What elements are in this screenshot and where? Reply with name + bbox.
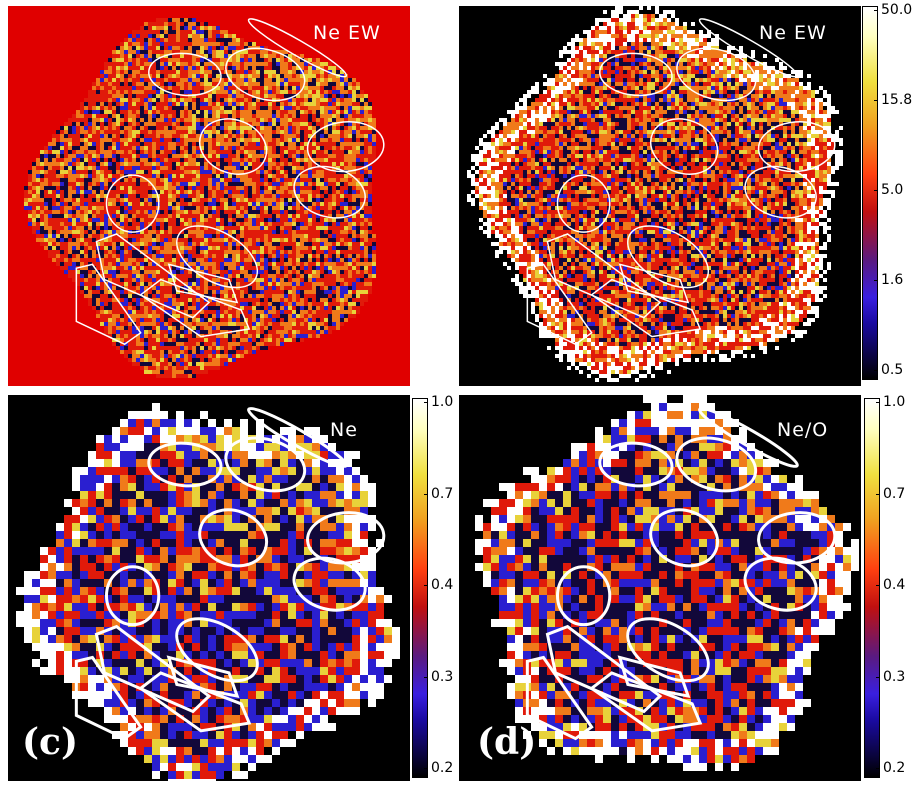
region-ellipse — [306, 511, 386, 565]
region-ellipse — [147, 441, 223, 488]
ne-ew-image-b — [459, 6, 861, 386]
region-polygon — [139, 278, 251, 338]
ne-image — [8, 395, 410, 781]
region-ellipse — [105, 174, 160, 233]
region-ellipse — [148, 52, 222, 97]
region-ellipse — [743, 556, 818, 612]
colorbar-tick-label: 0.2 — [883, 760, 906, 776]
region-outlines — [74, 407, 386, 741]
panel-b-ne-ew-map: Ne EW — [459, 6, 861, 386]
colorbar-tick-mark — [424, 493, 428, 495]
region-outlines — [75, 18, 385, 346]
region-polygon — [74, 655, 143, 741]
colorbar-tick-mark — [874, 190, 878, 191]
colorbar-tick-mark — [874, 280, 878, 281]
region-outlines — [525, 407, 837, 741]
colorbar-tick-mark — [876, 402, 880, 403]
region-polygon — [545, 624, 663, 714]
region-ellipse — [744, 165, 817, 219]
region-ellipse — [757, 121, 836, 173]
colorbar-tick-mark — [874, 100, 878, 101]
colorbar-tick-mark — [876, 676, 880, 678]
region-ellipse — [176, 225, 259, 289]
colorbar-tick-label: 0.5 — [881, 362, 904, 378]
colorbar-tick-mark — [874, 370, 878, 371]
region-ellipse — [676, 47, 757, 102]
region-polygon — [75, 263, 142, 346]
colorbar-tick-mark — [876, 768, 880, 769]
colorbar-tick-label: 0.3 — [431, 668, 454, 685]
region-ellipse — [599, 52, 673, 97]
colorbar-tick-label: 0.7 — [883, 485, 906, 502]
region-ellipse — [626, 617, 710, 683]
region-polygon — [95, 233, 211, 319]
colorbar-tick-mark — [424, 585, 428, 586]
panel-c-letter: (c) — [22, 721, 78, 763]
region-ellipse — [698, 18, 799, 78]
region-ellipse — [224, 436, 307, 493]
ne-ew-image-a — [8, 6, 410, 386]
region-ellipse — [292, 556, 367, 612]
panel-c-ne-map: Ne (c) — [8, 395, 410, 781]
region-ellipse — [698, 407, 799, 468]
colorbar-tick-label: 0.3 — [883, 668, 906, 685]
ne-o-image — [459, 395, 861, 781]
region-ellipse — [757, 511, 837, 565]
panel-c-label: Ne — [330, 419, 358, 441]
region-polygon — [138, 671, 252, 733]
region-ellipse — [225, 47, 306, 102]
region-outlines — [526, 18, 836, 346]
region-polygon — [617, 655, 691, 699]
region-ellipse — [247, 18, 348, 78]
colorbar-tick-mark — [424, 676, 428, 678]
panel-a-ne-ew-map: Ne EW — [8, 6, 410, 386]
region-ellipse — [247, 407, 348, 468]
region-polygon — [546, 233, 662, 319]
region-ellipse — [293, 165, 366, 219]
region-polygon — [525, 655, 594, 741]
region-ellipse — [556, 174, 611, 233]
panel-d-label: Ne/O — [777, 419, 829, 441]
region-ellipse — [198, 508, 269, 568]
region-ellipse — [555, 565, 612, 627]
region-ellipse — [649, 118, 719, 175]
colorbar-tick-label: 1.6 — [881, 272, 904, 288]
colorbar-tick-label: 0.7 — [431, 485, 454, 502]
panel-b-label: Ne EW — [759, 22, 827, 44]
colorbar-tick-label: 50.0 — [881, 2, 913, 18]
colorbar-tick-mark — [424, 402, 428, 403]
region-ellipse — [104, 565, 161, 627]
colorbar-tick-mark — [424, 768, 428, 769]
panel-d-letter: (d) — [477, 721, 537, 763]
region-polygon — [589, 671, 703, 733]
region-polygon — [94, 624, 212, 714]
region-polygon — [590, 278, 702, 338]
colorbar-tick-label: 0.2 — [431, 760, 454, 776]
colorbar-tick-label: 0.4 — [431, 577, 454, 593]
colorbar-tick-label: 15.8 — [881, 92, 913, 108]
region-polygon — [618, 263, 690, 304]
region-polygon — [167, 263, 239, 304]
colorbar-tick-mark — [876, 493, 880, 495]
region-polygon — [526, 263, 593, 346]
colorbar-tick-mark — [874, 10, 878, 11]
panel-a-label: Ne EW — [313, 22, 381, 44]
region-ellipse — [198, 118, 268, 175]
colorbar-ne — [412, 398, 428, 778]
colorbar-tick-label: 1.0 — [431, 394, 454, 410]
region-ellipse — [649, 508, 720, 568]
colorbar-ne-o — [864, 398, 880, 778]
region-ellipse — [627, 225, 710, 289]
colorbar-tick-label: 5.0 — [881, 182, 904, 198]
colorbar-tick-label: 1.0 — [883, 394, 906, 410]
colorbar-ne-ew — [862, 6, 878, 380]
colorbar-tick-mark — [876, 585, 880, 586]
region-ellipse — [306, 121, 385, 173]
region-ellipse — [675, 436, 758, 493]
region-ellipse — [598, 441, 674, 488]
region-polygon — [166, 655, 240, 699]
panel-d-ne-o-map: Ne/O (d) — [459, 395, 861, 781]
colorbar-tick-label: 0.4 — [883, 577, 906, 593]
region-ellipse — [175, 617, 259, 683]
